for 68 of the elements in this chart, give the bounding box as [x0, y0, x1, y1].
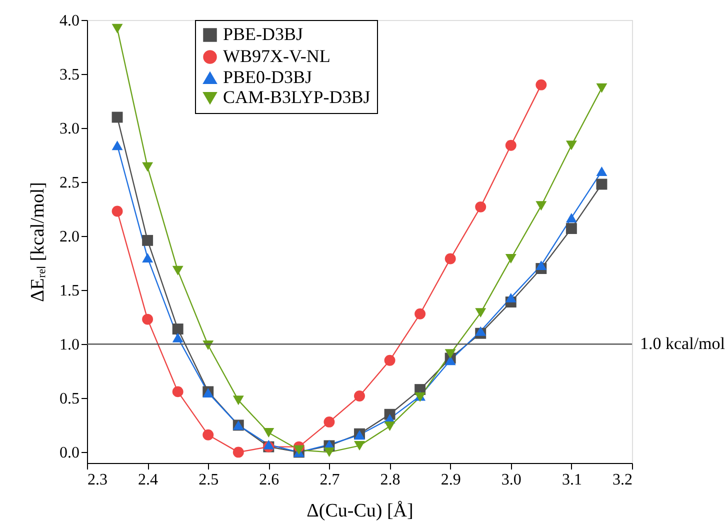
- point: [112, 206, 123, 217]
- point: [475, 308, 486, 318]
- x-tick-label: 3.2: [612, 472, 632, 488]
- point: [263, 440, 274, 450]
- y-axis-title: ΔEᵣₑₗ [kcal/mol]: [28, 182, 48, 302]
- point: [505, 254, 516, 264]
- point: [536, 79, 547, 90]
- point: [324, 447, 335, 457]
- point: [112, 112, 123, 123]
- ref-line-label: 1.0 kcal/mol: [640, 334, 726, 354]
- point: [172, 324, 184, 334]
- point: [112, 140, 123, 150]
- x-tick-label: 2.3: [88, 472, 108, 488]
- point: [444, 349, 456, 359]
- y-tick-label: 1.5: [60, 282, 80, 300]
- point: [324, 416, 335, 428]
- point: [536, 260, 547, 270]
- point: [354, 440, 365, 450]
- y-tick-label: 3.5: [60, 66, 80, 84]
- x-tick-label: 2.9: [440, 472, 461, 488]
- point: [566, 212, 577, 222]
- x-axis-title: Δ(Cu-Cu) [Å]: [306, 500, 414, 522]
- x-tick-label: 2.6: [259, 472, 280, 488]
- y-tick-label: 1.0: [60, 336, 80, 354]
- x-tick-label: 3.1: [562, 472, 582, 488]
- point: [172, 332, 184, 342]
- y-tick-label: 0.5: [60, 390, 80, 408]
- legend-label: PBE0-D3BJ: [223, 67, 312, 87]
- point: [536, 201, 547, 211]
- point: [232, 446, 244, 458]
- point: [142, 252, 154, 262]
- point: [566, 140, 577, 150]
- y-tick-label: 2.5: [60, 174, 80, 192]
- point: [475, 201, 486, 212]
- point: [263, 428, 274, 438]
- point: [505, 140, 516, 151]
- x-tick-label: 2.8: [380, 472, 400, 488]
- y-tick-label: 4.0: [60, 12, 80, 30]
- point: [414, 308, 426, 320]
- point: [172, 386, 184, 398]
- point: [596, 83, 608, 93]
- point: [202, 429, 214, 440]
- legend-label: WB97X-V-NL: [223, 46, 330, 66]
- point: [384, 422, 396, 432]
- point: [172, 266, 184, 276]
- x-tick-label: 2.4: [138, 472, 158, 488]
- point: [444, 356, 456, 366]
- point: [142, 162, 154, 172]
- point: [354, 390, 365, 402]
- point: [142, 314, 154, 325]
- point: [566, 223, 577, 234]
- x-tick-label: 2.7: [320, 472, 340, 488]
- legend-label: CAM-B3LYP-D3BJ: [223, 87, 370, 107]
- point: [384, 354, 396, 366]
- point: [444, 253, 456, 264]
- y-tick-label: 0.0: [60, 444, 80, 462]
- point: [112, 24, 123, 34]
- legend-label: PBE-D3BJ: [223, 24, 304, 44]
- point: [475, 326, 486, 336]
- point: [596, 178, 608, 190]
- x-tick-label: 2.5: [198, 472, 219, 488]
- y-tick-label: 3.0: [60, 120, 80, 138]
- point: [232, 396, 244, 406]
- x-tick-label: 3.0: [501, 472, 522, 488]
- point: [596, 166, 608, 176]
- y-tick-label: 2.0: [60, 228, 80, 246]
- point: [142, 234, 154, 246]
- point: [505, 292, 516, 302]
